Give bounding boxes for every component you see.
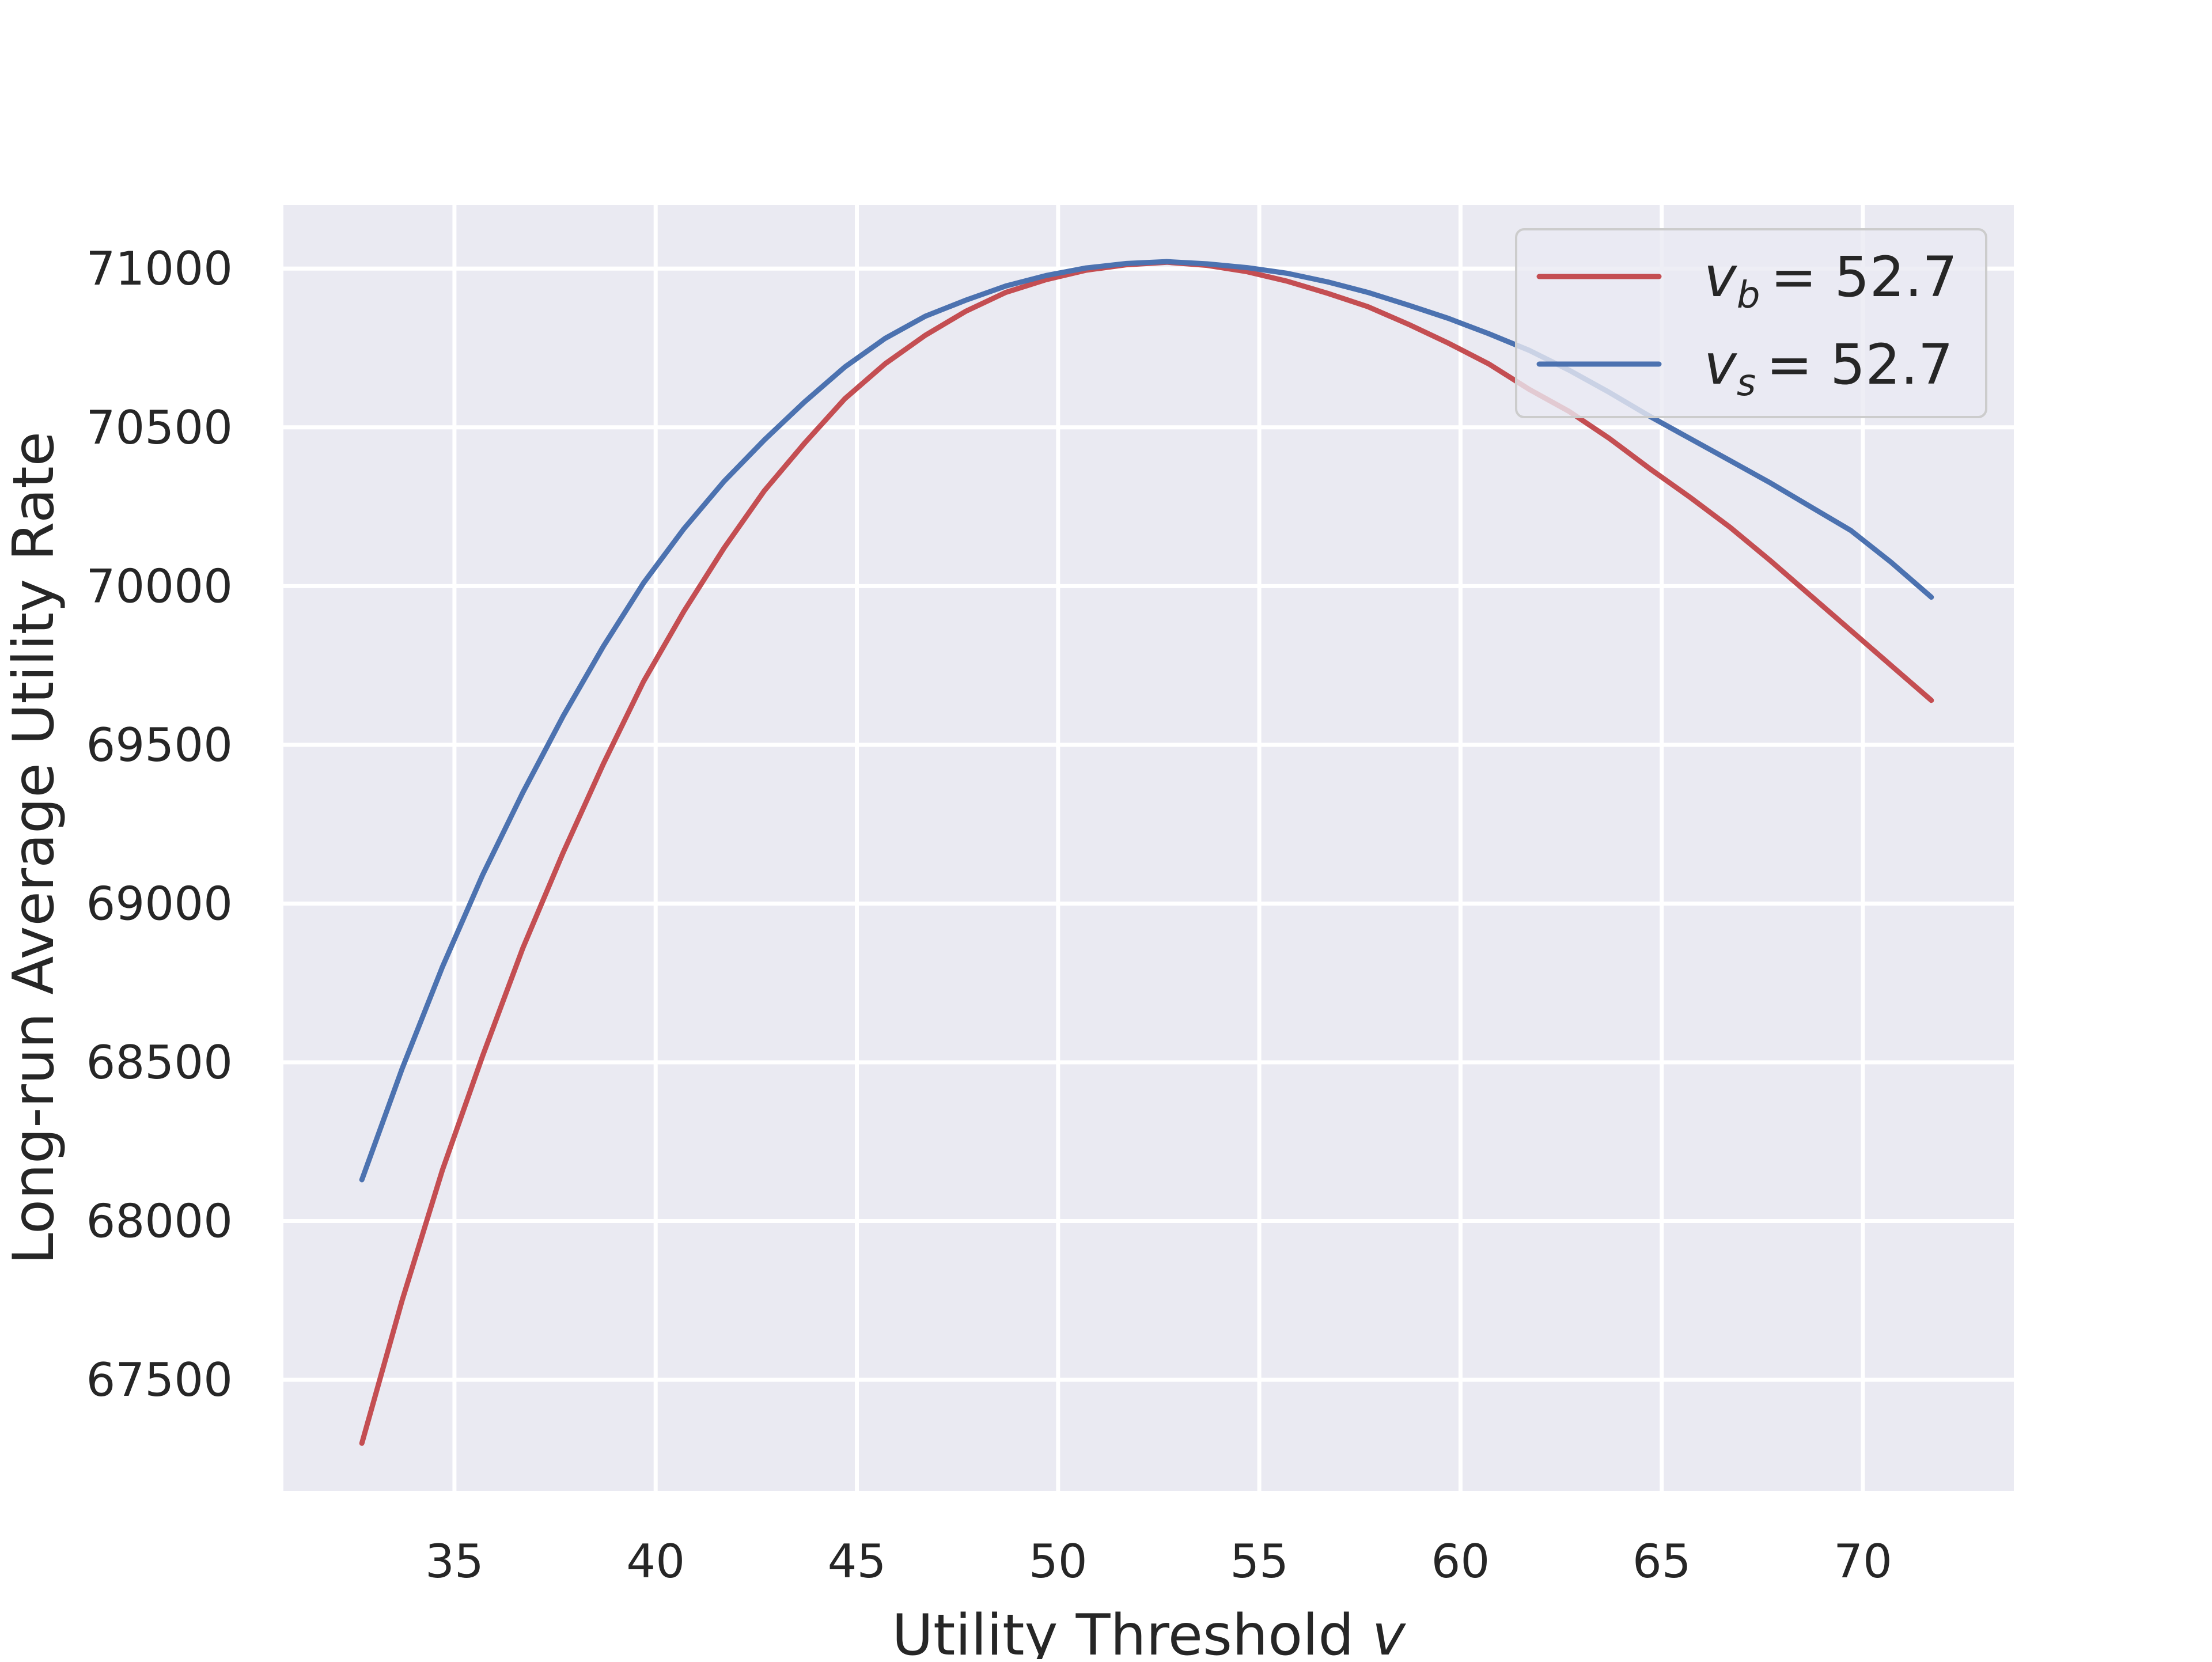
x-axis-label-var: v xyxy=(1372,1603,1407,1659)
legend-sub-series-0: b xyxy=(1737,274,1760,317)
legend-value-series-0: = 52.7 xyxy=(1770,245,1957,309)
x-tick-label-3: 50 xyxy=(1029,1535,1088,1588)
x-axis-label: Utility Threshold v xyxy=(892,1603,1407,1659)
y-tick-label-2: 68500 xyxy=(86,1036,233,1089)
grid-lines xyxy=(283,205,2014,1491)
x-tick-labels: 35 40 45 50 55 60 65 70 xyxy=(425,1535,1892,1588)
x-tick-label-6: 65 xyxy=(1633,1535,1691,1588)
y-tick-label-5: 70000 xyxy=(86,559,233,613)
legend-sub-series-1: s xyxy=(1737,362,1756,404)
legend-label-series-0: vb = 52.7 xyxy=(1704,245,1957,317)
legend-var-series-1: v xyxy=(1704,332,1737,397)
legend-value-series-1: = 52.7 xyxy=(1766,332,1953,397)
y-tick-label-7: 71000 xyxy=(86,242,233,296)
y-tick-labels: 67500 68000 68500 69000 69500 70000 70500 71000 xyxy=(86,242,233,1407)
legend-label-series-1: vs = 52.7 xyxy=(1704,332,1953,404)
x-tick-label-2: 45 xyxy=(828,1535,887,1588)
x-tick-label-5: 60 xyxy=(1431,1535,1490,1588)
plot-background xyxy=(283,205,2014,1491)
x-tick-label-1: 40 xyxy=(626,1535,685,1588)
y-tick-label-1: 68000 xyxy=(86,1195,233,1248)
series-lines xyxy=(359,259,1934,1446)
y-axis-label: Long-run Average Utility Rate xyxy=(1,431,67,1265)
x-tick-label-7: 70 xyxy=(1834,1535,1892,1588)
legend: vb = 52.7 vs = 52.7 xyxy=(1515,228,1987,418)
x-tick-label-0: 35 xyxy=(425,1535,484,1588)
y-tick-label-6: 70500 xyxy=(86,401,233,455)
x-tick-label-4: 55 xyxy=(1230,1535,1289,1588)
y-tick-label-0: 67500 xyxy=(86,1353,233,1407)
y-tick-label-4: 69500 xyxy=(86,718,233,772)
legend-var-series-0: v xyxy=(1704,245,1737,309)
y-tick-label-3: 69000 xyxy=(86,877,233,930)
series-line-1 xyxy=(359,259,1934,1183)
x-axis-label-text: Utility Threshold xyxy=(892,1603,1354,1659)
